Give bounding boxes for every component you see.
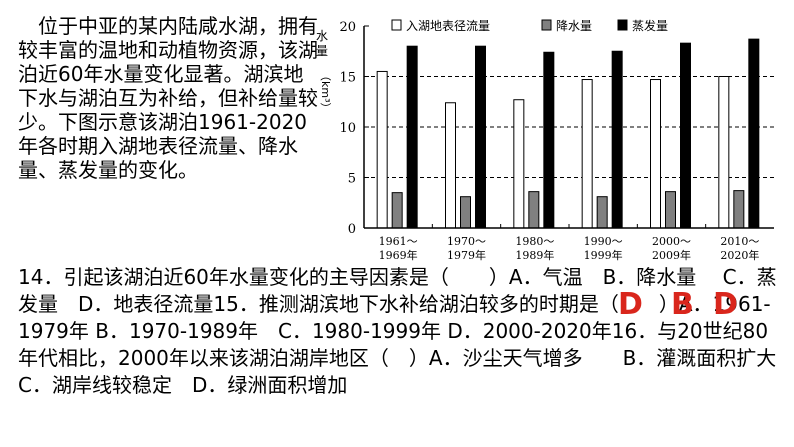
y-axis-label-char-1: 量 — [316, 44, 328, 58]
bar-0-1 — [445, 102, 456, 229]
bar-0-0 — [376, 70, 388, 229]
bar-1-5 — [733, 190, 745, 229]
y-tick-label-20: 20 — [339, 20, 356, 35]
answer-15-c: D — [713, 287, 738, 322]
y-tick-label-15: 15 — [339, 71, 356, 86]
y-tick-label-10: 10 — [339, 121, 356, 136]
answer-15-b: B — [671, 287, 694, 322]
bar-0-5 — [718, 76, 730, 229]
x-tick-label-2-a: 1980～ — [515, 235, 554, 248]
bar-2-0 — [406, 45, 418, 229]
x-tick-label-5-b: 2020年 — [720, 248, 759, 262]
bar-1-2 — [528, 191, 540, 229]
bar-0-3 — [581, 79, 593, 229]
bar-2-1 — [475, 45, 486, 229]
x-tick-label-3-a: 1990～ — [584, 235, 623, 248]
x-tick-label-1-b: 1979年 — [447, 248, 486, 262]
intro-paragraph: 位于中亚的某内陆咸水湖，拥有较丰富的温地和动植物资源，该湖泊近60年水量变化显著… — [18, 14, 318, 182]
legend-label-1: 降水量 — [556, 19, 592, 33]
y-axis-label-char-0: 水 — [316, 29, 328, 43]
legend-swatch-0 — [391, 19, 402, 31]
y-tick-label-5: 5 — [348, 172, 356, 187]
bar-1-1 — [460, 196, 471, 229]
legend-swatch-2 — [617, 19, 628, 31]
bar-2-2 — [543, 51, 555, 229]
bar-0-2 — [513, 99, 525, 229]
water-balance-chart: 0 5 10 15 20 水量 （km³） 1961～1969年 1970～1979年 1980～… — [316, 18, 774, 262]
intro-text: 位于中亚的某内陆咸水湖，拥有较丰富的温地和动植物资源，该湖泊近60年水量变化显著… — [18, 14, 318, 182]
x-tick-label-3-b: 1999年 — [584, 248, 623, 262]
bar-1-3 — [596, 196, 608, 229]
x-tick-label-4-b: 2009年 — [652, 248, 691, 262]
bar-1-0 — [391, 192, 403, 229]
bar-2-3 — [611, 50, 623, 229]
x-tick-label-0-a: 1961～ — [379, 235, 418, 248]
legend-label-0: 入湖地表径流量 — [406, 18, 490, 33]
y-axis-label-unit: （km³） — [319, 70, 332, 114]
legend-swatch-1 — [541, 19, 552, 31]
x-tick-label-1-a: 1970～ — [447, 235, 486, 248]
x-tick-label-0-b: 1969年 — [379, 248, 418, 262]
x-tick-label-2-b: 1989年 — [515, 248, 554, 262]
y-tick-label-0: 0 — [348, 222, 356, 237]
bar-1-4 — [665, 191, 676, 229]
bar-0-4 — [650, 79, 661, 229]
legend-label-2: 蒸发量 — [632, 18, 668, 33]
bar-2-4 — [680, 42, 691, 229]
questions-text: 14．引起该湖泊近60年水量变化的主导因素是（ ）A．气温 B．降水量 C．蒸发… — [18, 265, 777, 397]
x-tick-label-5-a: 2010～ — [720, 235, 759, 248]
bar-2-5 — [748, 38, 760, 229]
answer-15-a: D — [618, 287, 643, 322]
x-tick-label-4-a: 2000～ — [652, 235, 691, 248]
